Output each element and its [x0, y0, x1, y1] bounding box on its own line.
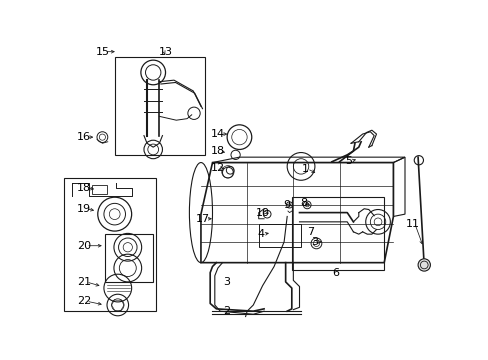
Bar [64, 178, 156, 311]
Text: 15: 15 [95, 47, 109, 57]
Text: 20: 20 [77, 241, 91, 251]
Text: 10: 10 [256, 208, 270, 217]
Text: 21: 21 [77, 277, 91, 287]
Text: 17: 17 [196, 214, 210, 224]
Text: 5: 5 [345, 156, 351, 166]
Text: 4: 4 [257, 229, 264, 239]
Text: 19: 19 [77, 204, 91, 214]
Bar [115, 57, 204, 155]
Text: 12: 12 [210, 163, 224, 173]
Text: 9: 9 [283, 200, 290, 210]
Text: 16: 16 [77, 132, 91, 142]
Text: 18: 18 [77, 183, 91, 193]
Text: 18: 18 [210, 146, 224, 156]
Text: 6: 6 [331, 267, 339, 278]
Text: 3: 3 [311, 237, 318, 247]
Text: 13: 13 [159, 47, 173, 57]
Bar [91, 185, 107, 194]
Text: 2: 2 [223, 306, 229, 316]
Text: 3: 3 [223, 277, 229, 287]
Text: 8: 8 [300, 198, 307, 208]
Bar [258, 224, 301, 247]
Text: 1: 1 [301, 164, 308, 174]
Bar [291, 197, 384, 270]
Text: 14: 14 [210, 129, 224, 139]
Text: 11: 11 [405, 219, 419, 229]
Text: 22: 22 [77, 296, 91, 306]
Bar [104, 234, 153, 282]
Circle shape [417, 259, 429, 271]
Text: 7: 7 [307, 227, 314, 237]
